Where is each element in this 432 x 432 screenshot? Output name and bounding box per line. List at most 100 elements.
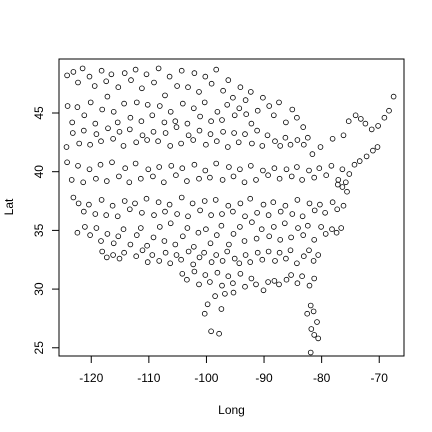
- data-point: [368, 126, 375, 133]
- data-point: [218, 222, 225, 229]
- data-point: [150, 129, 157, 135]
- data-point: [260, 94, 266, 101]
- data-point: [155, 138, 161, 145]
- data-point: [156, 258, 163, 264]
- data-point: [104, 93, 111, 100]
- data-point: [116, 173, 122, 180]
- data-point: [299, 213, 306, 220]
- data-point: [179, 270, 186, 277]
- data-point: [97, 161, 104, 168]
- data-point: [104, 254, 110, 261]
- data-point: [375, 123, 381, 129]
- data-point: [127, 114, 134, 121]
- data-point: [254, 127, 260, 134]
- data-point: [294, 114, 300, 121]
- data-point: [242, 283, 248, 290]
- data-point: [81, 112, 88, 119]
- data-point: [352, 112, 359, 119]
- data-point: [184, 120, 191, 127]
- data-point: [253, 281, 259, 288]
- data-point: [311, 332, 318, 338]
- data-point: [311, 237, 318, 243]
- data-point: [115, 84, 122, 90]
- data-point: [203, 226, 209, 233]
- data-point: [311, 207, 318, 214]
- data-point: [259, 143, 266, 149]
- data-point: [70, 130, 76, 136]
- data-point: [241, 179, 248, 186]
- data-point: [370, 147, 376, 154]
- data-point: [190, 137, 197, 143]
- data-point: [363, 153, 370, 160]
- data-point: [202, 73, 209, 80]
- data-point: [105, 125, 111, 132]
- x-tick-label: -70: [371, 371, 389, 385]
- data-point: [282, 134, 289, 141]
- data-point: [249, 140, 255, 147]
- data-point: [258, 226, 265, 233]
- data-point: [329, 226, 335, 233]
- data-point: [265, 279, 271, 285]
- data-point: [86, 166, 93, 173]
- data-point: [191, 70, 198, 76]
- data-point: [213, 160, 220, 167]
- data-point: [339, 184, 346, 190]
- y-tick-label: 35: [32, 223, 46, 237]
- data-point: [150, 234, 157, 241]
- data-point: [202, 167, 209, 174]
- data-point: [294, 164, 300, 170]
- data-point: [208, 118, 214, 124]
- data-point: [276, 249, 283, 256]
- data-point: [374, 144, 381, 150]
- x-tick-label: -120: [79, 371, 103, 385]
- y-axis-label: Lat: [2, 198, 16, 215]
- data-point: [149, 252, 156, 258]
- data-point: [166, 201, 173, 208]
- data-point: [201, 99, 208, 106]
- data-point: [277, 208, 284, 215]
- data-point: [237, 84, 244, 90]
- data-point: [289, 211, 296, 217]
- data-point: [132, 200, 138, 207]
- data-point: [116, 129, 123, 135]
- data-point: [340, 132, 347, 139]
- data-point: [287, 141, 294, 148]
- data-point: [114, 213, 121, 220]
- data-point: [168, 163, 175, 169]
- data-point: [230, 208, 236, 215]
- data-point: [311, 174, 318, 181]
- data-point: [184, 178, 190, 184]
- data-point: [235, 139, 242, 146]
- data-point: [242, 97, 249, 103]
- data-point: [74, 104, 81, 110]
- data-point: [155, 199, 162, 206]
- data-point: [144, 102, 151, 108]
- data-point: [307, 302, 314, 309]
- data-point: [356, 158, 363, 164]
- data-point: [138, 118, 145, 124]
- data-point: [213, 252, 220, 258]
- data-point: [191, 161, 198, 168]
- data-point: [294, 137, 301, 143]
- data-point: [139, 210, 145, 216]
- data-point: [128, 77, 134, 83]
- data-point: [115, 233, 122, 240]
- data-point: [264, 132, 271, 139]
- data-point: [195, 229, 202, 236]
- data-point: [133, 253, 140, 260]
- data-point: [247, 259, 254, 265]
- data-point: [191, 105, 197, 112]
- data-point: [287, 247, 294, 254]
- data-point: [197, 207, 203, 214]
- data-point: [196, 254, 203, 261]
- data-point: [155, 65, 162, 72]
- data-point: [306, 282, 313, 289]
- data-point: [161, 119, 168, 126]
- data-point: [333, 229, 340, 236]
- data-point: [241, 238, 248, 244]
- data-point: [315, 252, 322, 258]
- data-point: [225, 202, 232, 209]
- data-point: [260, 201, 267, 208]
- data-point: [237, 200, 244, 207]
